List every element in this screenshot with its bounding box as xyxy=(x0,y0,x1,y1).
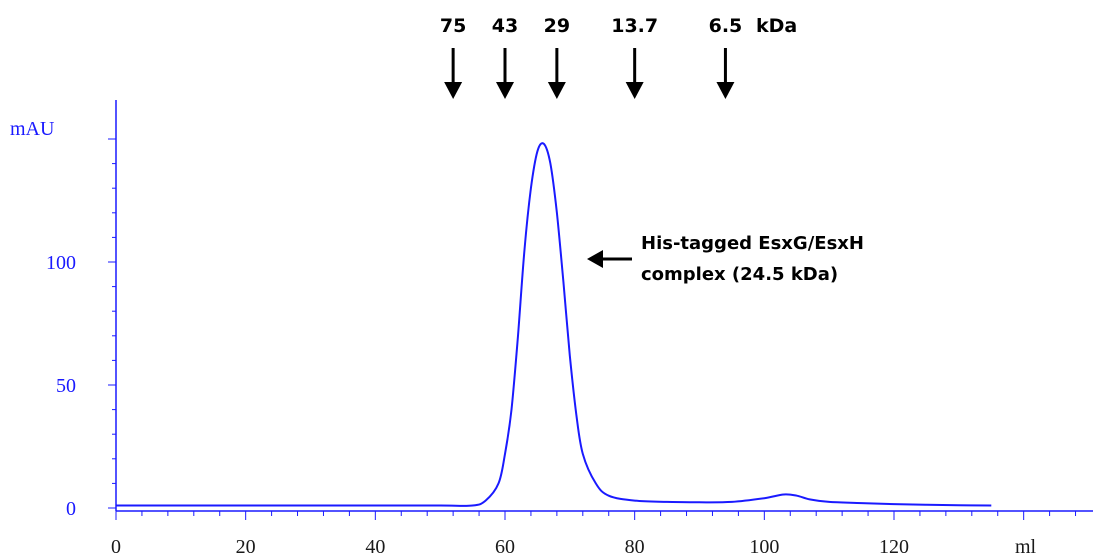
y-tick-label: 50 xyxy=(56,375,76,397)
down-arrow-icon xyxy=(444,82,463,99)
axes xyxy=(115,100,1093,512)
mw-marker: 29 xyxy=(544,15,570,99)
mw-marker: 43 xyxy=(492,15,518,99)
absorbance-trace xyxy=(115,142,992,507)
x-tick-label: 40 xyxy=(365,536,385,558)
x-tick-label: 0 xyxy=(111,536,121,558)
down-arrow-icon xyxy=(547,82,566,99)
x-axis-label: ml xyxy=(1015,536,1037,558)
x-tick-label: 100 xyxy=(749,536,779,558)
mw-marker-label: 43 xyxy=(492,15,518,37)
mw-marker: 75 xyxy=(440,15,466,99)
x-ticks: 0 20 40 60 80 100 120 xyxy=(111,511,1077,558)
x-tick-label: 20 xyxy=(236,536,256,558)
down-arrow-icon xyxy=(625,82,644,99)
down-arrow-icon xyxy=(716,82,735,99)
y-axis-label: mAU xyxy=(10,118,55,140)
mw-marker-label: 75 xyxy=(440,15,466,37)
annotation-line-1: His-tagged EsxG/EsxH xyxy=(641,233,864,254)
mw-marker-label: 6.5 xyxy=(709,15,743,37)
y-ticks: 0 50 100 xyxy=(46,138,116,520)
y-tick-label: 0 xyxy=(66,498,76,520)
y-tick-label: 100 xyxy=(46,252,76,274)
marker-unit-label: kDa xyxy=(756,15,797,37)
mw-marker: 13.7 xyxy=(611,15,658,99)
mw-marker-label: 13.7 xyxy=(611,15,658,37)
down-arrow-icon xyxy=(496,82,514,99)
mw-markers: 75 43 29 13.7 6.5 xyxy=(440,15,742,99)
x-tick-label: 60 xyxy=(495,536,515,558)
x-tick-label: 80 xyxy=(625,536,645,558)
mw-marker: 6.5 xyxy=(709,15,743,99)
annotation-line-2: complex (24.5 kDa) xyxy=(641,264,838,285)
x-tick-label: 120 xyxy=(879,536,909,558)
peak-annotation: His-tagged EsxG/EsxH complex (24.5 kDa) xyxy=(587,233,864,285)
annotation-arrow-head xyxy=(587,250,603,268)
mw-marker-label: 29 xyxy=(544,15,570,37)
